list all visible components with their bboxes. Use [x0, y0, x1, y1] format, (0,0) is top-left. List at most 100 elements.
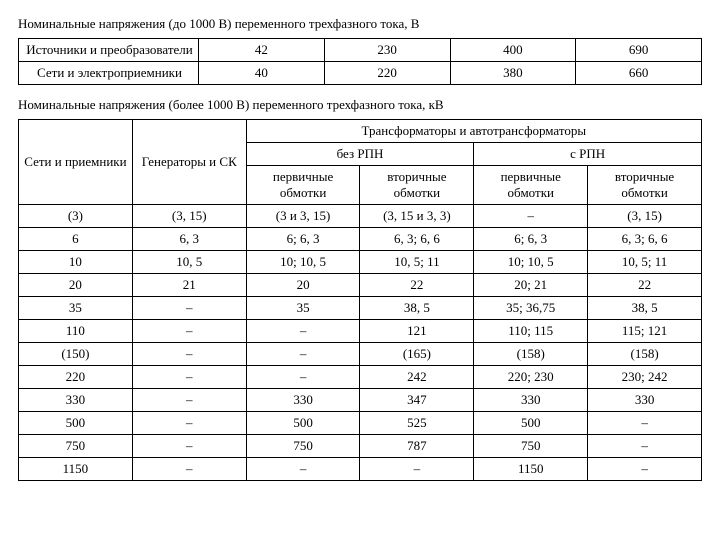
cell: 380: [450, 62, 576, 85]
cell: 500: [19, 412, 133, 435]
col-header-primary: первичные обмотки: [246, 166, 360, 205]
cell: 500: [474, 412, 588, 435]
cell: (3, 15): [132, 205, 246, 228]
cell: (3, 15 и 3, 3): [360, 205, 474, 228]
cell: 330: [588, 389, 702, 412]
cell: –: [132, 458, 246, 481]
cell: 750: [19, 435, 133, 458]
table-row: 35–3538, 535; 36,7538, 5: [19, 297, 702, 320]
table-row: 1150–––1150–: [19, 458, 702, 481]
cell: 6; 6, 3: [474, 228, 588, 251]
cell: 22: [588, 274, 702, 297]
cell: 1150: [19, 458, 133, 481]
cell: –: [360, 458, 474, 481]
cell: –: [246, 343, 360, 366]
header-row: Сети и приемники Генераторы и СК Трансфо…: [19, 120, 702, 143]
col-header-primary: первичные обмотки: [474, 166, 588, 205]
col-header-secondary: вторичные обмотки: [588, 166, 702, 205]
cell: 6; 6, 3: [246, 228, 360, 251]
cell: –: [588, 458, 702, 481]
table-over-1000v: Сети и приемники Генераторы и СК Трансфо…: [18, 119, 702, 481]
cell: 6, 3: [132, 228, 246, 251]
row-label: Источники и преобразователи: [19, 39, 199, 62]
cell: 242: [360, 366, 474, 389]
cell: –: [588, 412, 702, 435]
cell: 20: [246, 274, 360, 297]
table-row: (3)(3, 15)(3 и 3, 15)(3, 15 и 3, 3)–(3, …: [19, 205, 702, 228]
cell: (3): [19, 205, 133, 228]
cell: (158): [588, 343, 702, 366]
cell: 220: [324, 62, 450, 85]
cell: –: [132, 435, 246, 458]
cell: 121: [360, 320, 474, 343]
cell: 10, 5: [132, 251, 246, 274]
col-header-networks: Сети и приемники: [19, 120, 133, 205]
cell: 690: [576, 39, 702, 62]
table-row: 330–330347330330: [19, 389, 702, 412]
table-row: 1010, 510; 10, 510, 5; 1110; 10, 510, 5;…: [19, 251, 702, 274]
cell: –: [132, 389, 246, 412]
cell: 6, 3; 6, 6: [360, 228, 474, 251]
col-header-no-rpn: без РПН: [246, 143, 474, 166]
table-row: 500–500525500–: [19, 412, 702, 435]
cell: 20; 21: [474, 274, 588, 297]
cell: –: [246, 320, 360, 343]
table-row: 66, 36; 6, 36, 3; 6, 66; 6, 36, 3; 6, 6: [19, 228, 702, 251]
table-row: Источники и преобразователи 42 230 400 6…: [19, 39, 702, 62]
heading-table2: Номинальные напряжения (более 1000 В) пе…: [18, 97, 702, 113]
cell: 750: [474, 435, 588, 458]
cell: 38, 5: [360, 297, 474, 320]
cell: –: [132, 320, 246, 343]
col-header-generators: Генераторы и СК: [132, 120, 246, 205]
cell: (158): [474, 343, 588, 366]
cell: 400: [450, 39, 576, 62]
col-header-transformers: Трансформаторы и автотрансформаторы: [246, 120, 701, 143]
cell: 500: [246, 412, 360, 435]
cell: 35: [246, 297, 360, 320]
table-under-1000v: Источники и преобразователи 42 230 400 6…: [18, 38, 702, 85]
table-row: (150)––(165)(158)(158): [19, 343, 702, 366]
cell: 20: [19, 274, 133, 297]
cell: 115; 121: [588, 320, 702, 343]
cell: 10, 5; 11: [588, 251, 702, 274]
cell: 10, 5; 11: [360, 251, 474, 274]
cell: 10: [19, 251, 133, 274]
table-row: Сети и электроприемники 40 220 380 660: [19, 62, 702, 85]
cell: (165): [360, 343, 474, 366]
cell: 38, 5: [588, 297, 702, 320]
cell: 330: [474, 389, 588, 412]
cell: 787: [360, 435, 474, 458]
cell: 347: [360, 389, 474, 412]
cell: 525: [360, 412, 474, 435]
cell: –: [588, 435, 702, 458]
cell: 1150: [474, 458, 588, 481]
table-row: 2021202220; 2122: [19, 274, 702, 297]
cell: 660: [576, 62, 702, 85]
cell: 42: [199, 39, 325, 62]
cell: –: [132, 366, 246, 389]
cell: 110: [19, 320, 133, 343]
cell: 35: [19, 297, 133, 320]
col-header-with-rpn: с РПН: [474, 143, 702, 166]
cell: –: [132, 343, 246, 366]
table-row: 110––121110; 115115; 121: [19, 320, 702, 343]
cell: 230; 242: [588, 366, 702, 389]
cell: (150): [19, 343, 133, 366]
cell: 6, 3; 6, 6: [588, 228, 702, 251]
cell: 330: [246, 389, 360, 412]
cell: 220: [19, 366, 133, 389]
col-header-secondary: вторичные обмотки: [360, 166, 474, 205]
cell: 10; 10, 5: [474, 251, 588, 274]
cell: 10; 10, 5: [246, 251, 360, 274]
cell: 35; 36,75: [474, 297, 588, 320]
cell: –: [474, 205, 588, 228]
table-row: 750–750787750–: [19, 435, 702, 458]
cell: 230: [324, 39, 450, 62]
cell: 21: [132, 274, 246, 297]
cell: 750: [246, 435, 360, 458]
cell: 40: [199, 62, 325, 85]
cell: 110; 115: [474, 320, 588, 343]
table-row: 220––242220; 230230; 242: [19, 366, 702, 389]
cell: –: [132, 412, 246, 435]
cell: 220; 230: [474, 366, 588, 389]
